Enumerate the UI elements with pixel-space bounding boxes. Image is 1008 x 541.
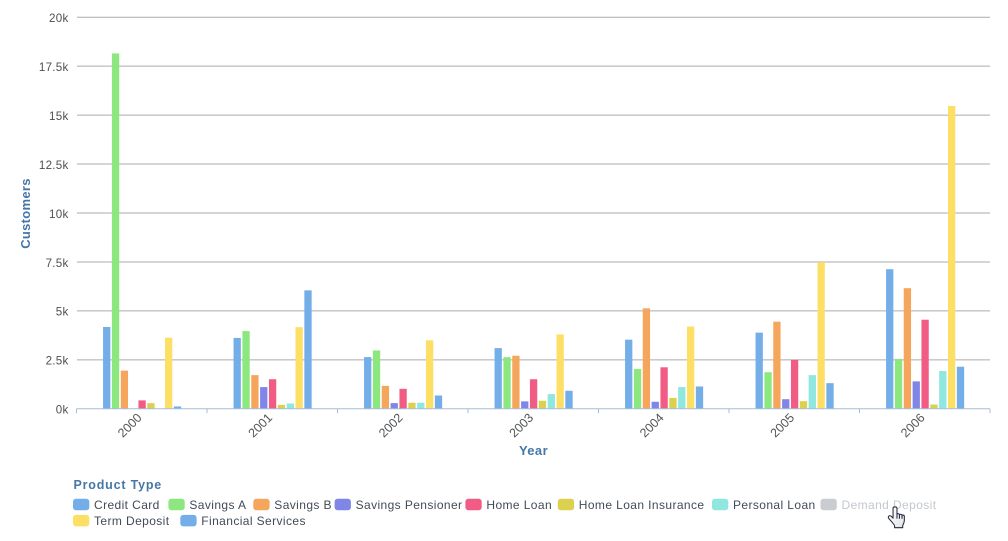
svg-text:Personal Loan: Personal Loan [733,498,816,512]
svg-text:5k: 5k [56,306,69,319]
svg-text:Customers: Customers [18,178,33,249]
svg-text:2.5k: 2.5k [46,355,69,368]
svg-text:7.5k: 7.5k [46,257,69,270]
svg-text:Savings A: Savings A [189,498,246,512]
svg-text:Demand Deposit: Demand Deposit [842,498,937,512]
svg-text:0k: 0k [56,404,69,417]
svg-text:12.5k: 12.5k [39,159,69,172]
svg-text:Home Loan: Home Loan [486,498,552,512]
svg-text:Product Type: Product Type [74,478,163,492]
svg-text:Home Loan Insurance: Home Loan Insurance [579,498,705,512]
svg-text:Credit Card: Credit Card [94,498,160,512]
svg-text:10k: 10k [49,208,68,221]
svg-text:Year: Year [519,443,548,458]
svg-text:Savings B: Savings B [274,498,332,512]
svg-text:Savings Pensioner: Savings Pensioner [356,498,463,512]
svg-text:Financial Services: Financial Services [201,514,306,528]
svg-text:17.5k: 17.5k [39,61,69,74]
svg-text:20k: 20k [49,12,68,25]
svg-text:15k: 15k [49,110,68,123]
svg-text:Term Deposit: Term Deposit [94,514,170,528]
